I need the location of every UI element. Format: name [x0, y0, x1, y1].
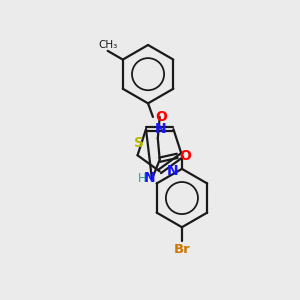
Text: N: N: [155, 122, 166, 136]
Text: CH₃: CH₃: [98, 40, 117, 50]
Text: N: N: [167, 164, 178, 178]
Text: H: H: [138, 172, 147, 185]
Text: O: O: [179, 149, 191, 163]
Text: N: N: [144, 171, 156, 185]
Text: S: S: [134, 136, 143, 150]
Text: Br: Br: [173, 243, 190, 256]
Text: O: O: [155, 110, 167, 124]
